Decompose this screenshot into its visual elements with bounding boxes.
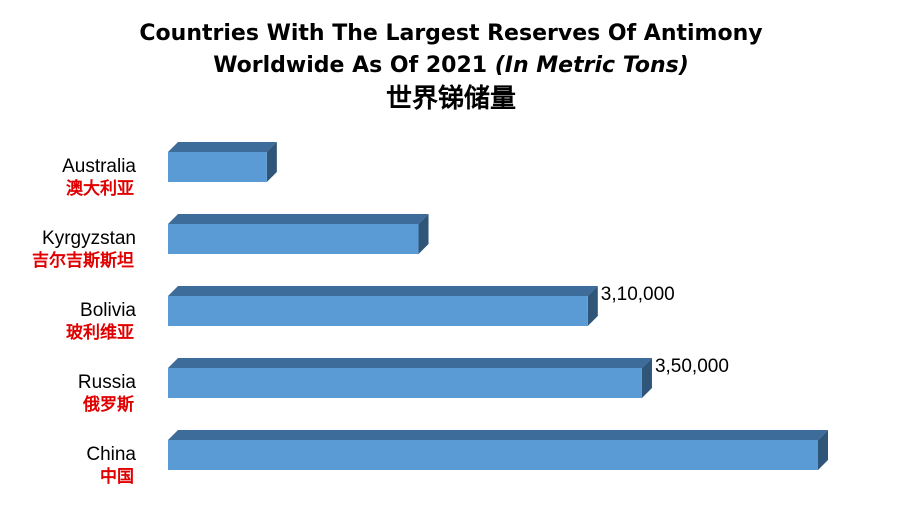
bar-top-bolivia	[168, 286, 598, 296]
bar-china	[168, 440, 818, 470]
category-label-russia: Russia	[78, 372, 137, 393]
bar-russia	[168, 368, 642, 398]
category-label-australia: Australia	[62, 156, 136, 177]
data-label-bolivia: 3,10,000	[601, 284, 675, 305]
chart-title-line-2-main: Worldwide As Of 2021	[213, 53, 495, 78]
category-label-cn-bolivia: 玻利维亚	[66, 322, 134, 343]
chart-title-line-2: Worldwide As Of 2021 (In Metric Tons)	[0, 50, 902, 82]
bar-kyrgyzstan	[168, 224, 419, 254]
chart-title-unit: (In Metric Tons)	[494, 53, 689, 78]
bar-top-russia	[168, 358, 652, 368]
category-label-china: China	[86, 444, 136, 465]
category-label-cn-russia: 俄罗斯	[82, 394, 134, 415]
category-label-kyrgyzstan: Kyrgyzstan	[42, 228, 136, 249]
chart-subtitle-cn: 世界锑储量	[385, 84, 516, 114]
category-label-bolivia: Bolivia	[80, 300, 136, 321]
bar-bolivia	[168, 296, 588, 326]
bar-top-australia	[168, 142, 277, 152]
bar-australia	[168, 152, 267, 182]
bar-side-china	[818, 430, 828, 470]
bar-side-bolivia	[587, 286, 598, 326]
bar-side-kyrgyzstan	[418, 214, 429, 254]
bar-top-china	[168, 430, 828, 440]
chart-title-block: Countries With The Largest Reserves Of A…	[0, 18, 902, 116]
category-label-cn-australia: 澳大利亚	[66, 178, 134, 199]
category-label-cn-kyrgyzstan: 吉尔吉斯斯坦	[32, 250, 134, 271]
chart-title-line-1: Countries With The Largest Reserves Of A…	[139, 21, 763, 46]
bar-top-kyrgyzstan	[168, 214, 429, 224]
category-label-cn-china: 中国	[100, 466, 134, 487]
bar-side-australia	[266, 142, 277, 182]
bar-side-russia	[641, 358, 652, 398]
data-label-russia: 3,50,000	[655, 356, 729, 377]
